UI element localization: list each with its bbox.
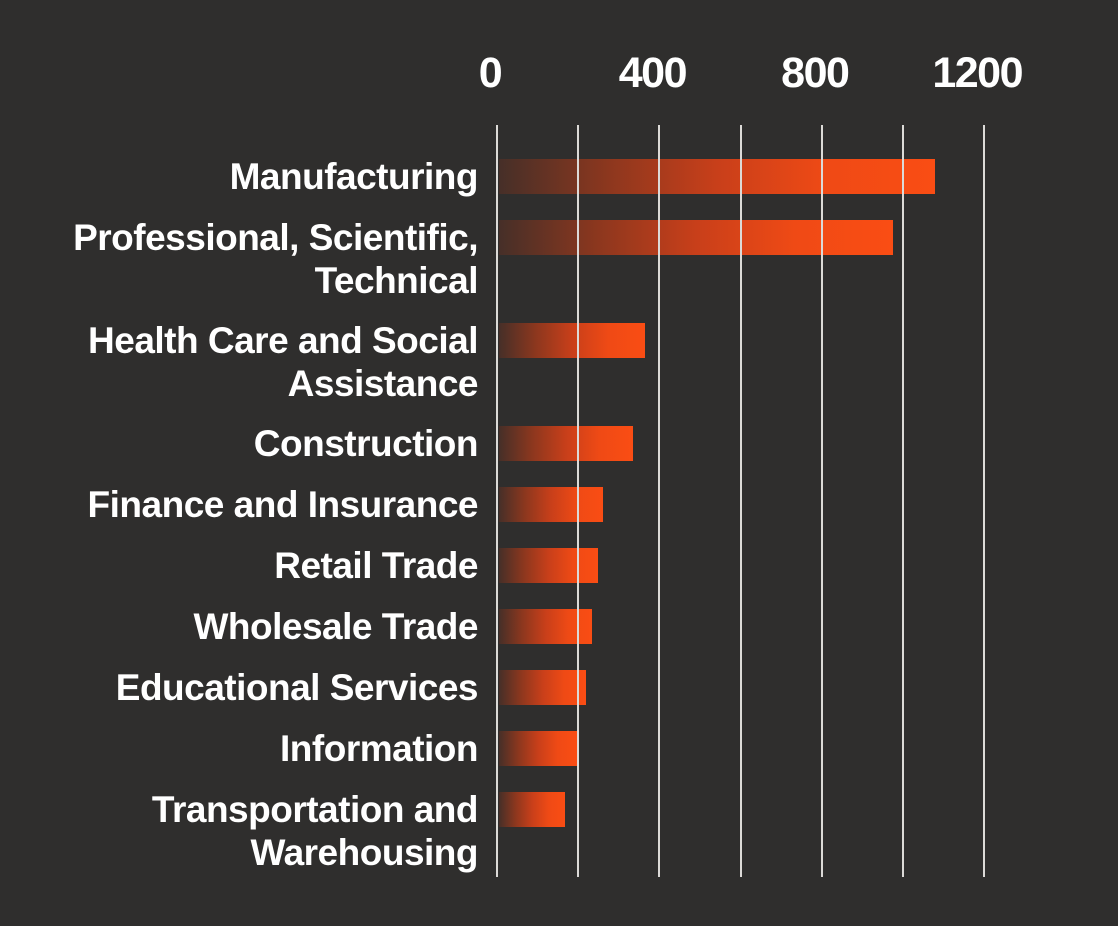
category-label: Information	[8, 727, 478, 770]
bar	[499, 159, 935, 194]
gridline	[902, 125, 904, 877]
category-label: Health Care and Social Assistance	[8, 319, 478, 405]
category-label: Construction	[8, 422, 479, 465]
bar	[499, 220, 893, 255]
x-axis-tick-label: 0	[478, 49, 503, 97]
category-label-line: Information	[280, 728, 478, 769]
category-label-line: Construction	[253, 423, 479, 464]
category-label: Professional, Scientific, Technical	[8, 216, 478, 302]
bar	[499, 670, 586, 705]
category-label: Wholesale Trade	[8, 605, 479, 648]
gridline	[820, 125, 823, 877]
category-label: Manufacturing	[8, 155, 479, 198]
gridline	[658, 125, 661, 877]
category-label-line: Assistance	[287, 363, 479, 404]
bar	[499, 548, 598, 583]
x-axis-tick-label: 400	[618, 49, 688, 97]
bar	[499, 609, 592, 644]
category-label: Transportation and Warehousing	[8, 788, 479, 874]
category-label-line: Technical	[314, 260, 479, 301]
category-label-line: Warehousing	[250, 832, 479, 873]
category-label-line: Health Care and Social	[88, 320, 478, 361]
category-label: Finance and Insurance	[8, 483, 479, 526]
category-label-line: Manufacturing	[229, 156, 479, 197]
category-label-line: Professional, Scientific,	[73, 217, 478, 258]
bar	[499, 731, 577, 766]
category-label-line: Wholesale Trade	[193, 606, 479, 647]
category-label: Educational Services	[8, 666, 479, 709]
category-label-line: Transportation and	[151, 789, 479, 830]
category-label-line: Retail Trade	[274, 545, 478, 586]
category-label: Retail Trade	[8, 544, 478, 587]
bar	[499, 792, 565, 827]
category-label-line: Finance and Insurance	[87, 484, 479, 525]
x-axis-tick-label: 800	[781, 49, 850, 97]
category-label-line: Educational Services	[115, 667, 479, 708]
gridline	[739, 125, 742, 877]
bar	[499, 426, 633, 461]
gridline	[577, 125, 580, 877]
gridline	[496, 125, 498, 877]
bar	[499, 323, 645, 358]
bar	[499, 487, 603, 522]
x-axis-tick-label: 1200	[932, 49, 1023, 97]
gridline	[983, 125, 986, 877]
